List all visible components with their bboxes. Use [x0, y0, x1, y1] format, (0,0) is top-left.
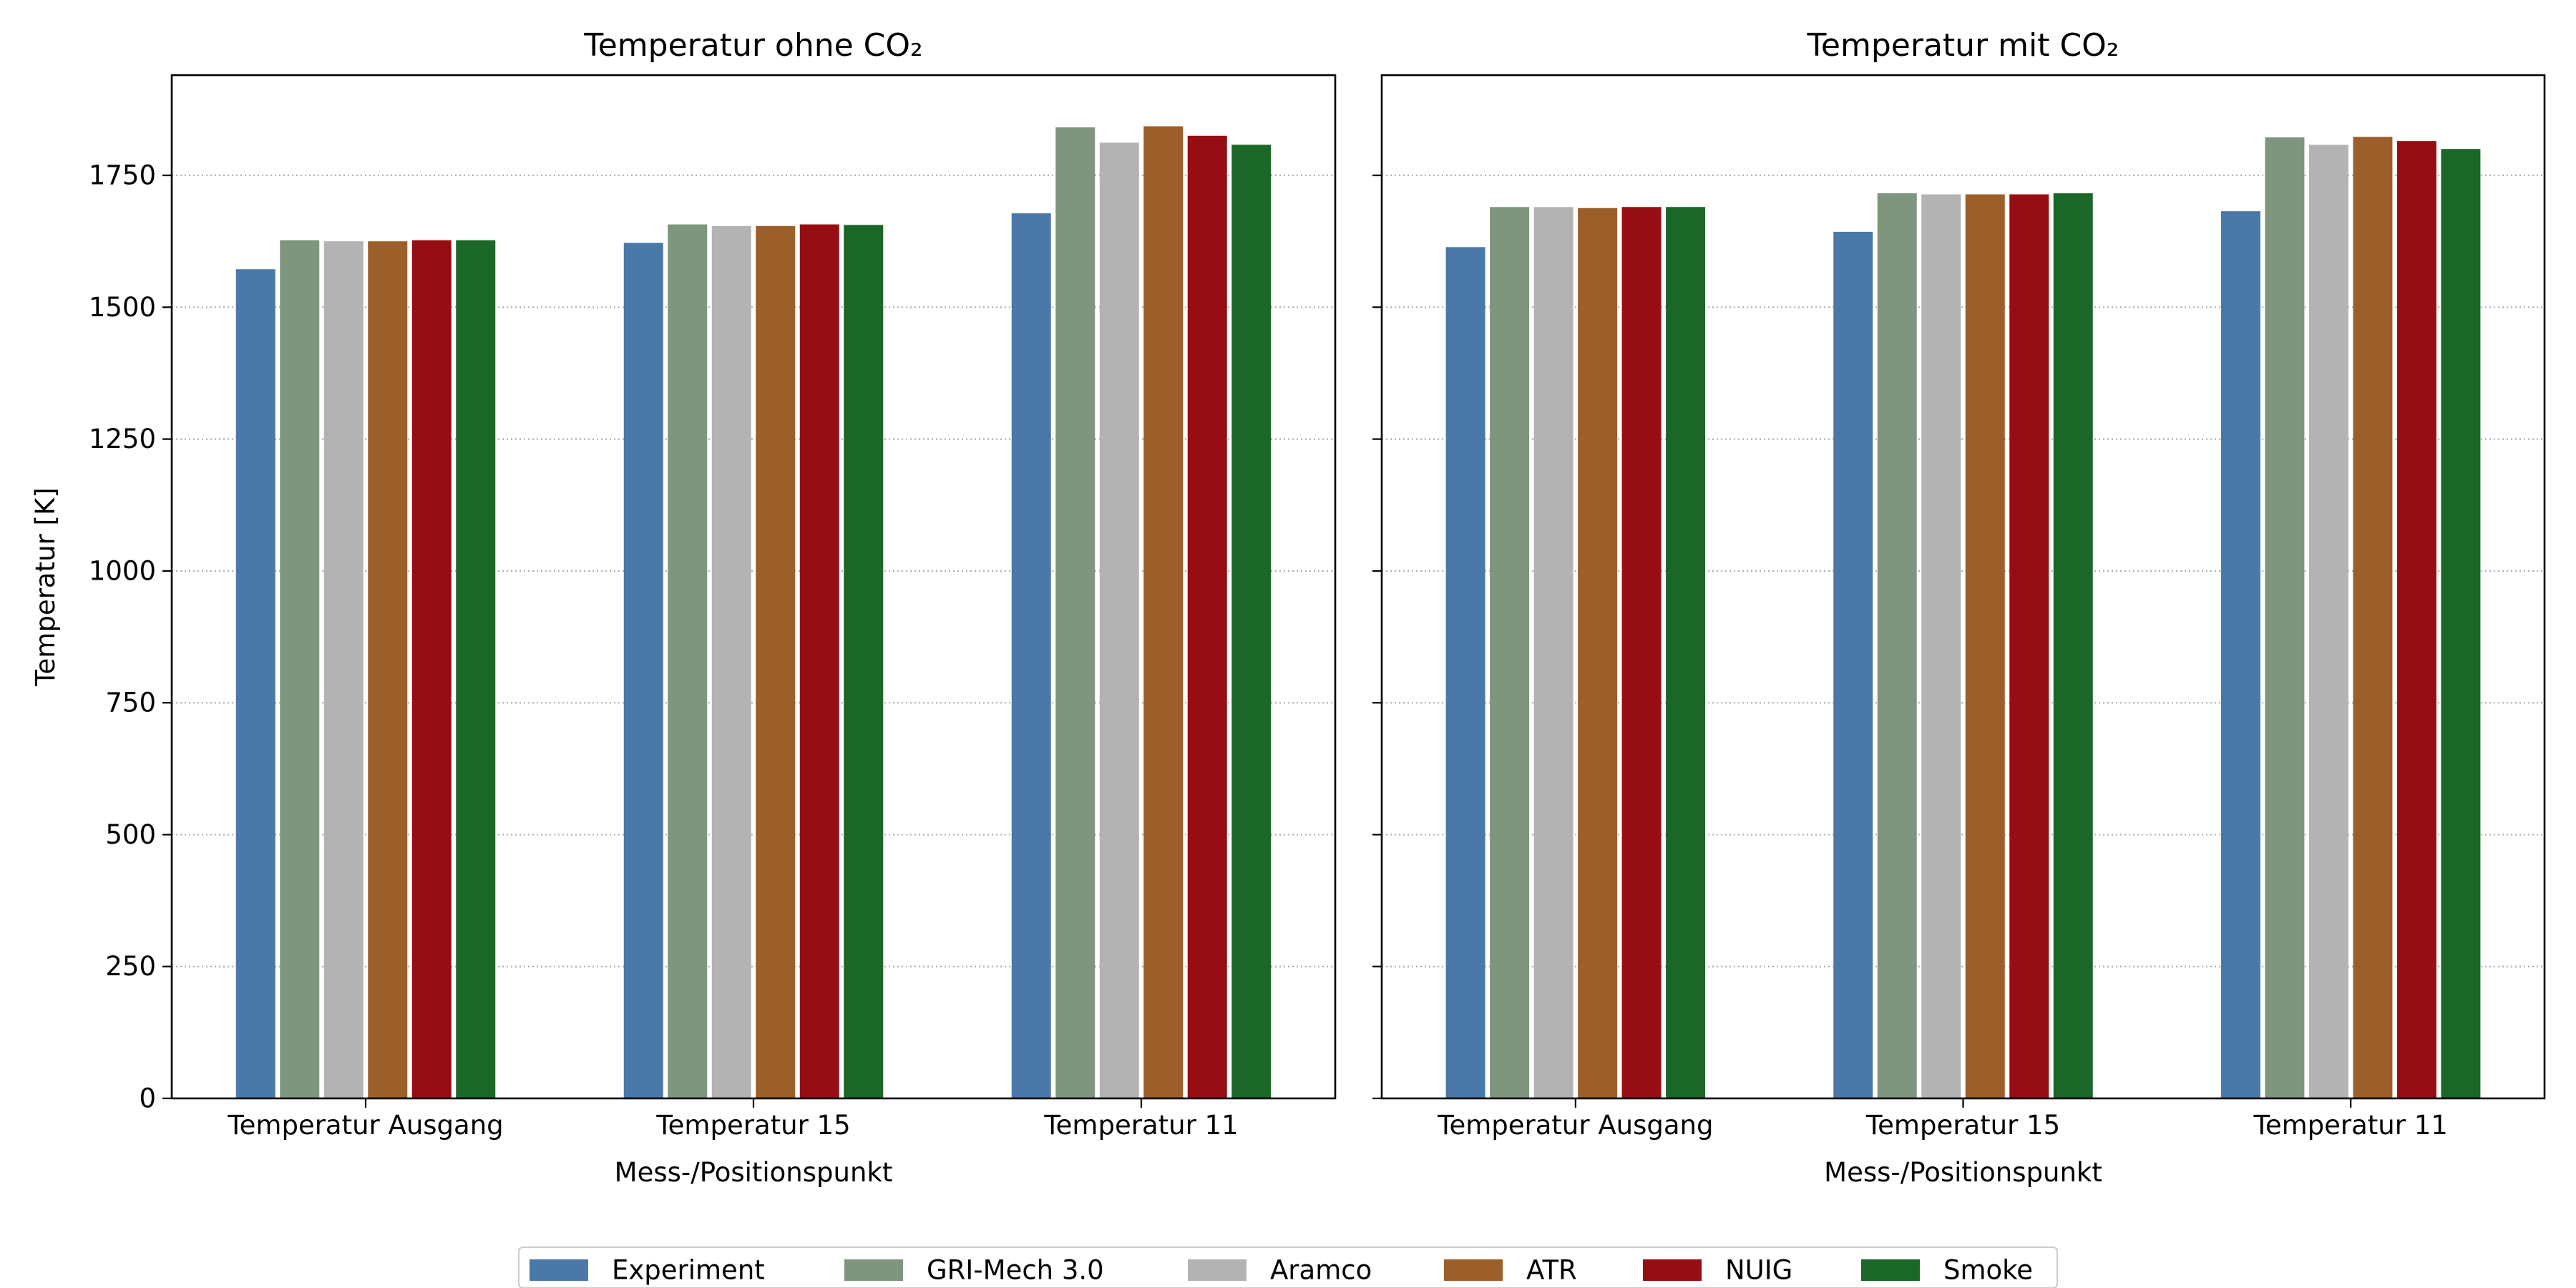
legend-label: Smoke: [1943, 1255, 2033, 1286]
chart-title: Temperatur ohne CO₂: [583, 27, 922, 64]
bar: [711, 225, 751, 1098]
bar: [799, 224, 839, 1099]
bar: [1143, 126, 1184, 1098]
legend-item: Smoke: [1861, 1255, 2033, 1286]
y-tick-label: 750: [105, 688, 156, 718]
legend-item: Aramco: [1188, 1255, 1372, 1286]
bar: [756, 225, 796, 1098]
bar: [2009, 194, 2049, 1098]
bar: [1921, 194, 1961, 1098]
bar: [411, 240, 452, 1098]
bar: [1877, 193, 1917, 1098]
bar: [844, 225, 884, 1098]
bar: [1578, 208, 1618, 1098]
bar: [1490, 207, 1530, 1099]
chart-panel-1: 0 250 500 750 1000 1250 1500 1750 Temperatur Aus…: [30, 27, 1337, 1188]
legend-label: Experiment: [612, 1255, 765, 1286]
legend-items: Experiment GRI-Mech 3.0 Aramco ATR NUIG Smoke: [530, 1255, 2033, 1286]
legend-swatch: [530, 1259, 588, 1281]
y-tick-label: 1750: [89, 160, 156, 191]
y-tick-label: 1250: [89, 424, 156, 454]
bar: [1099, 142, 1139, 1099]
y-axis-label: Temperatur [K]: [30, 487, 61, 686]
legend-label: ATR: [1526, 1255, 1577, 1286]
bar: [2308, 145, 2348, 1099]
bar: [1055, 127, 1096, 1098]
x-axis-label: Mess-/Positionspunkt: [615, 1157, 893, 1188]
bar: [1965, 194, 2005, 1098]
bar: [2396, 141, 2436, 1099]
legend-swatch: [1444, 1259, 1503, 1281]
y-tick-label: 1500: [89, 292, 156, 323]
bar: [456, 240, 496, 1098]
bar: [2053, 193, 2093, 1098]
legend-swatch: [844, 1259, 903, 1281]
legend-swatch: [1861, 1259, 1920, 1281]
x-tick-label: Temperatur 11: [2253, 1110, 2448, 1141]
bar: [280, 240, 320, 1098]
bar: [368, 241, 408, 1099]
legend-label: NUIG: [1725, 1255, 1792, 1286]
x-tick-label: Temperatur 15: [655, 1110, 850, 1141]
x-axis-label: Mess-/Positionspunkt: [1824, 1157, 2102, 1188]
bar: [1445, 247, 1485, 1099]
x-tick-label: Temperatur Ausgang: [1437, 1110, 1713, 1141]
x-tick-label: Temperatur Ausgang: [227, 1110, 503, 1141]
bar: [1231, 145, 1272, 1099]
bar: [1666, 207, 1706, 1099]
bar: [235, 269, 275, 1099]
bar: [2353, 137, 2393, 1098]
legend-item: ATR: [1444, 1255, 1577, 1286]
legend-label: GRI-Mech 3.0: [927, 1255, 1104, 1286]
x-tick-label: Temperatur 15: [1865, 1110, 2060, 1141]
legend-item: NUIG: [1643, 1255, 1792, 1286]
legend-swatch: [1188, 1259, 1246, 1281]
y-tick-label: 500: [105, 819, 156, 850]
legend-item: GRI-Mech 3.0: [844, 1255, 1104, 1286]
chart-panels: 0 250 500 750 1000 1250 1500 1750 Temperatur Aus…: [30, 27, 2546, 1188]
y-tick-label: 250: [105, 951, 156, 982]
bar: [2220, 211, 2260, 1098]
bar: [1533, 207, 1574, 1099]
legend-item: Experiment: [530, 1255, 765, 1286]
legend-swatch: [1643, 1259, 1702, 1281]
y-tick-label: 1000: [89, 555, 156, 586]
bar: [1833, 231, 1873, 1099]
bar: [2265, 137, 2305, 1099]
legend: Experiment GRI-Mech 3.0 Aramco ATR NUIG Smoke: [518, 1246, 2058, 1288]
bar: [668, 224, 708, 1099]
chart-panel-2: Temperatur Ausgang Temperatur 15 Temperatu…: [1372, 27, 2546, 1188]
y-tick-label: 0: [139, 1083, 156, 1114]
bar: [1011, 213, 1051, 1098]
bar: [1187, 135, 1227, 1098]
bar: [2441, 149, 2481, 1098]
bar: [623, 243, 663, 1098]
chart-title: Temperatur mit CO₂: [1807, 27, 2119, 64]
x-tick-label: Temperatur 11: [1043, 1110, 1238, 1141]
legend-label: Aramco: [1270, 1255, 1372, 1286]
bar: [1621, 207, 1662, 1099]
bar: [323, 241, 364, 1099]
